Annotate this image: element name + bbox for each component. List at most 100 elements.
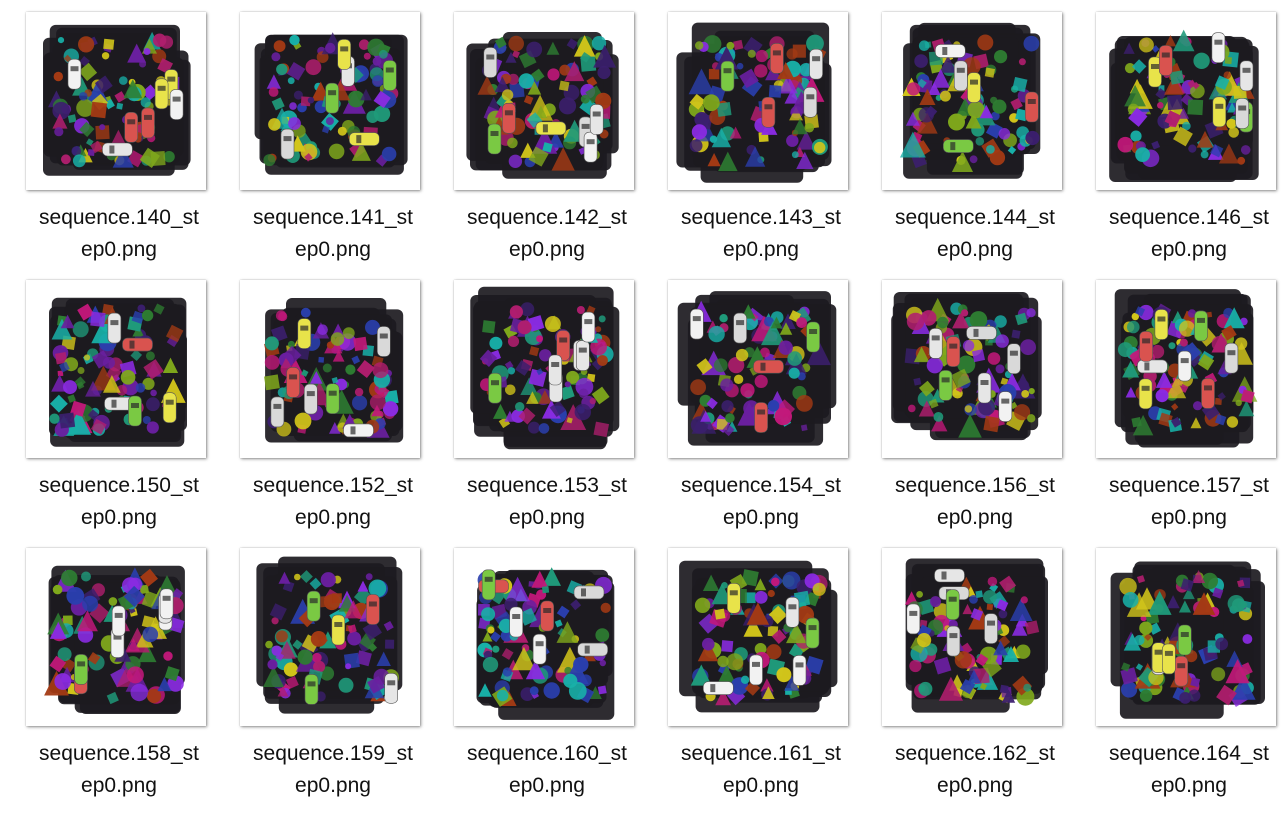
- file-name-line-2: ep0.png: [295, 238, 371, 261]
- file-thumbnail-grid: sequence.140_st ep0.png sequence.141_st ep0…: [12, 12, 1285, 816]
- file-name-line-2: ep0.png: [81, 506, 157, 529]
- file-name-label[interactable]: sequence.159_st ep0.png: [226, 738, 440, 802]
- file-thumbnail[interactable]: [882, 548, 1062, 726]
- thumbnail-image: [466, 32, 619, 179]
- file-name-line-1: sequence.140_st: [39, 206, 199, 229]
- thumbnail-image: [1110, 561, 1265, 719]
- file-thumbnail[interactable]: [26, 12, 206, 190]
- file-thumbnail[interactable]: [668, 548, 848, 726]
- file-name-line-2: ep0.png: [509, 774, 585, 797]
- file-item[interactable]: sequence.154_st ep0.png: [654, 280, 868, 548]
- thumbnail-image: [44, 565, 185, 714]
- file-name-line-2: ep0.png: [295, 506, 371, 529]
- file-name-label[interactable]: sequence.162_st ep0.png: [868, 738, 1082, 802]
- file-name-line-1: sequence.150_st: [39, 474, 199, 497]
- file-name-line-2: ep0.png: [1151, 238, 1227, 261]
- file-item[interactable]: sequence.142_st ep0.png: [440, 12, 654, 280]
- file-name-label[interactable]: sequence.161_st ep0.png: [654, 738, 868, 802]
- thumbnail-image: [470, 286, 620, 450]
- file-item[interactable]: sequence.158_st ep0.png: [12, 548, 226, 816]
- file-name-line-2: ep0.png: [937, 238, 1013, 261]
- file-name-line-1: sequence.164_st: [1109, 742, 1269, 765]
- file-item[interactable]: sequence.160_st ep0.png: [440, 548, 654, 816]
- thumbnail-image: [891, 292, 1042, 441]
- file-name-label[interactable]: sequence.164_st ep0.png: [1082, 738, 1285, 802]
- thumbnail-image: [476, 567, 615, 720]
- file-item[interactable]: sequence.164_st ep0.png: [1082, 548, 1285, 816]
- file-thumbnail[interactable]: [1096, 280, 1276, 458]
- file-name-line-1: sequence.154_st: [681, 474, 841, 497]
- file-item[interactable]: sequence.159_st ep0.png: [226, 548, 440, 816]
- file-item[interactable]: sequence.140_st ep0.png: [12, 12, 226, 280]
- file-name-line-2: ep0.png: [723, 774, 799, 797]
- file-name-line-1: sequence.160_st: [467, 742, 627, 765]
- thumbnail-image: [43, 24, 191, 176]
- file-item[interactable]: sequence.141_st ep0.png: [226, 12, 440, 280]
- file-thumbnail[interactable]: [240, 280, 420, 458]
- file-name-line-1: sequence.161_st: [681, 742, 841, 765]
- file-name-line-1: sequence.152_st: [253, 474, 413, 497]
- file-name-label[interactable]: sequence.153_st ep0.png: [440, 470, 654, 534]
- file-name-label[interactable]: sequence.150_st ep0.png: [12, 470, 226, 534]
- file-name-line-2: ep0.png: [937, 774, 1013, 797]
- file-item[interactable]: sequence.161_st ep0.png: [654, 548, 868, 816]
- file-name-line-1: sequence.146_st: [1109, 206, 1269, 229]
- file-name-line-1: sequence.141_st: [253, 206, 413, 229]
- file-name-label[interactable]: sequence.141_st ep0.png: [226, 202, 440, 266]
- file-item[interactable]: sequence.144_st ep0.png: [868, 12, 1082, 280]
- file-name-label[interactable]: sequence.143_st ep0.png: [654, 202, 868, 266]
- file-name-label[interactable]: sequence.146_st ep0.png: [1082, 202, 1285, 266]
- file-name-label[interactable]: sequence.142_st ep0.png: [440, 202, 654, 266]
- file-name-label[interactable]: sequence.160_st ep0.png: [440, 738, 654, 802]
- file-thumbnail[interactable]: [240, 548, 420, 726]
- file-name-line-2: ep0.png: [295, 774, 371, 797]
- file-name-line-1: sequence.143_st: [681, 206, 841, 229]
- file-name-label[interactable]: sequence.140_st ep0.png: [12, 202, 226, 266]
- file-thumbnail[interactable]: [454, 12, 634, 190]
- file-item[interactable]: sequence.143_st ep0.png: [654, 12, 868, 280]
- file-name-line-2: ep0.png: [1151, 774, 1227, 797]
- file-item[interactable]: sequence.150_st ep0.png: [12, 280, 226, 548]
- file-thumbnail[interactable]: [26, 280, 206, 458]
- file-name-line-1: sequence.158_st: [39, 742, 199, 765]
- file-item[interactable]: sequence.152_st ep0.png: [226, 280, 440, 548]
- file-name-label[interactable]: sequence.156_st ep0.png: [868, 470, 1082, 534]
- file-name-label[interactable]: sequence.144_st ep0.png: [868, 202, 1082, 266]
- file-thumbnail[interactable]: [668, 12, 848, 190]
- file-thumbnail[interactable]: [1096, 12, 1276, 190]
- file-name-line-1: sequence.157_st: [1109, 474, 1269, 497]
- file-thumbnail[interactable]: [26, 548, 206, 726]
- file-item[interactable]: sequence.153_st ep0.png: [440, 280, 654, 548]
- file-name-line-2: ep0.png: [1151, 506, 1227, 529]
- file-thumbnail[interactable]: [882, 280, 1062, 458]
- file-thumbnail[interactable]: [454, 548, 634, 726]
- thumbnail-image: [256, 556, 403, 714]
- file-thumbnail[interactable]: [454, 280, 634, 458]
- file-name-line-1: sequence.162_st: [895, 742, 1055, 765]
- file-thumbnail[interactable]: [668, 280, 848, 458]
- file-name-line-1: sequence.142_st: [467, 206, 627, 229]
- file-name-line-2: ep0.png: [81, 774, 157, 797]
- file-thumbnail[interactable]: [240, 12, 420, 190]
- file-item[interactable]: sequence.162_st ep0.png: [868, 548, 1082, 816]
- file-thumbnail[interactable]: [1096, 548, 1276, 726]
- file-name-label[interactable]: sequence.152_st ep0.png: [226, 470, 440, 534]
- file-item[interactable]: sequence.157_st ep0.png: [1082, 280, 1285, 548]
- file-item[interactable]: sequence.156_st ep0.png: [868, 280, 1082, 548]
- file-thumbnail[interactable]: [882, 12, 1062, 190]
- file-name-line-1: sequence.156_st: [895, 474, 1055, 497]
- thumbnail-image: [263, 298, 404, 443]
- file-name-label[interactable]: sequence.157_st ep0.png: [1082, 470, 1285, 534]
- file-name-line-2: ep0.png: [81, 238, 157, 261]
- thumbnail-image: [679, 560, 838, 713]
- file-name-line-2: ep0.png: [937, 506, 1013, 529]
- thumbnail-image: [904, 558, 1048, 713]
- file-name-label[interactable]: sequence.154_st ep0.png: [654, 470, 868, 534]
- thumbnail-image: [677, 291, 837, 446]
- file-name-line-1: sequence.153_st: [467, 474, 627, 497]
- file-name-line-2: ep0.png: [509, 506, 585, 529]
- file-name-line-1: sequence.144_st: [895, 206, 1055, 229]
- file-item[interactable]: sequence.146_st ep0.png: [1082, 12, 1285, 280]
- thumbnail-image: [899, 22, 1041, 179]
- file-name-label[interactable]: sequence.158_st ep0.png: [12, 738, 226, 802]
